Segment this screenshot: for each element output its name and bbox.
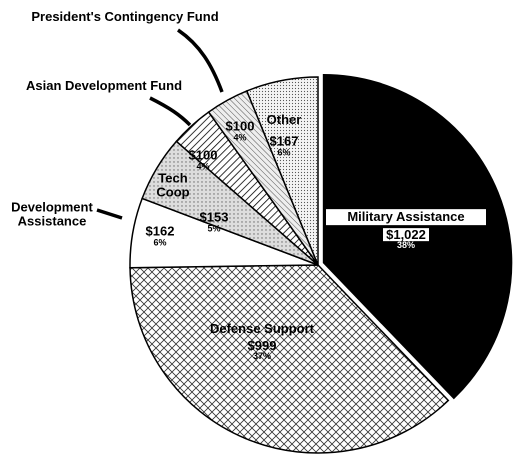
value-label: $1,022 xyxy=(383,228,429,242)
category-label: Defense Support xyxy=(209,321,314,337)
category-label: Other xyxy=(266,112,302,128)
category-label: President's Contingency Fund xyxy=(31,9,219,25)
value-label: $999 xyxy=(247,337,277,353)
percent-label: 38% xyxy=(396,240,415,251)
category-label: Military Assistance xyxy=(326,209,486,225)
slice-value: $100 4% xyxy=(189,148,218,171)
value-label: $153 xyxy=(199,209,229,225)
slice-value: $153 5% xyxy=(200,210,229,233)
slice-value: $167 6% xyxy=(270,134,299,157)
pie-slice xyxy=(245,76,319,266)
arrow xyxy=(177,28,224,93)
percent-label: 4% xyxy=(196,161,210,172)
category-label: Tech Coop xyxy=(156,170,190,199)
pie-slice xyxy=(129,264,450,454)
value-label: $162 xyxy=(145,223,175,239)
percent-label: 6% xyxy=(153,237,167,248)
category-label: Asian Development Fund xyxy=(25,78,183,94)
value-label: $100 xyxy=(225,118,255,134)
arrow xyxy=(96,208,123,220)
slice-label: Military Assistance $1,022 38% xyxy=(323,208,489,252)
percent-label: 37% xyxy=(252,351,271,362)
percent-label: 4% xyxy=(233,132,247,143)
slice-value: $100 4% xyxy=(226,119,255,142)
percent-label: 5% xyxy=(207,223,221,234)
value-label: $100 xyxy=(188,147,218,163)
percent-label: 6% xyxy=(277,147,291,158)
slice-value: $162 6% xyxy=(146,224,175,247)
arrow xyxy=(149,96,192,127)
category-label: Development Assistance xyxy=(11,199,93,228)
value-label: $167 xyxy=(269,133,299,149)
slice-label: Defense Support $999 37% xyxy=(192,322,332,362)
